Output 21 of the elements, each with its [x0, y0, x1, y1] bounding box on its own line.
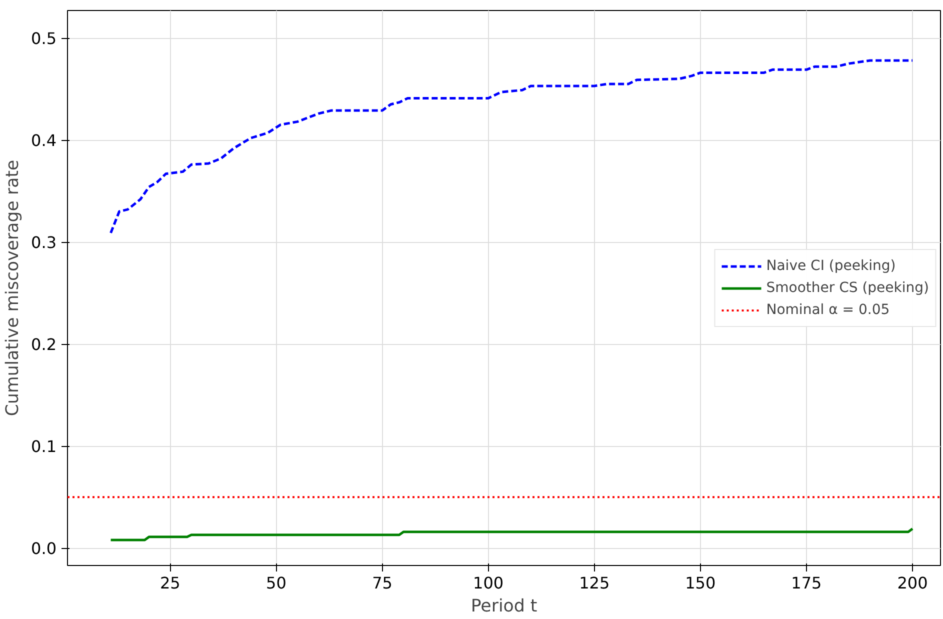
- line-series: [110, 528, 914, 542]
- x-axis-title: Period t: [470, 596, 538, 616]
- x-tick-label: 200: [897, 574, 928, 592]
- y-tick-label: 0.4: [31, 131, 57, 150]
- y-tick-label: 0.2: [31, 335, 57, 354]
- y-tick-label: 0.1: [31, 437, 57, 456]
- x-tick-label: 175: [791, 574, 822, 592]
- legend-label: Smoother CS (peeking): [766, 280, 929, 296]
- x-tick-label: 150: [685, 574, 716, 592]
- line-series: [110, 59, 914, 234]
- x-tick-label: 25: [160, 574, 180, 592]
- legend-label: Naive CI (peeking): [766, 258, 896, 274]
- x-tick-label: 50: [266, 574, 286, 592]
- x-tick-label: 100: [473, 574, 504, 592]
- y-tick-label: 0.3: [31, 233, 57, 252]
- x-tick-label: 75: [372, 574, 392, 592]
- y-tick-label: 0.0: [31, 539, 57, 558]
- y-tick-label: 0.5: [31, 29, 57, 48]
- y-axis-title: Cumulative miscoverage rate: [3, 160, 24, 416]
- x-tick-label: 125: [579, 574, 610, 592]
- legend-label: Nominal α = 0.05: [766, 302, 890, 318]
